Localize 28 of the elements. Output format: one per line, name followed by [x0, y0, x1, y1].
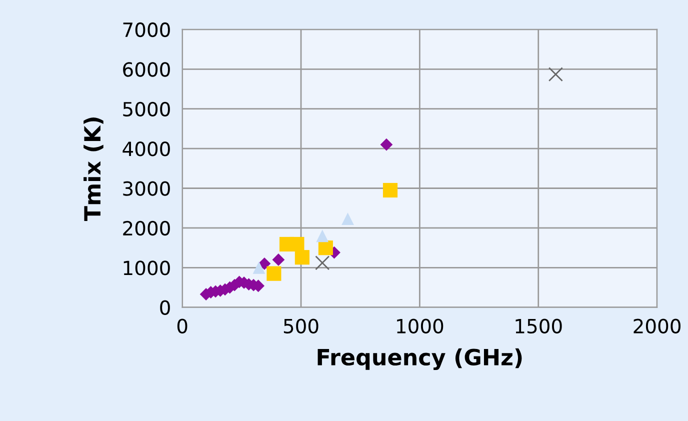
point — [380, 138, 393, 151]
point — [294, 250, 310, 265]
x-tick-label: 1500 — [516, 318, 562, 334]
point — [548, 67, 563, 82]
y-tick-label: 2000 — [123, 220, 170, 236]
y-tick-label: 4000 — [122, 142, 170, 156]
point — [290, 236, 304, 252]
point — [316, 230, 329, 242]
x-tick-label: 500 — [284, 318, 318, 334]
point — [382, 182, 398, 198]
y-tick-label: 1000 — [124, 260, 170, 276]
y-tick-label: 7000 — [123, 22, 170, 38]
y-axis-title: Tmix (K) — [84, 118, 104, 222]
y-tick-label: 6000 — [123, 62, 170, 77]
x-tick-label: 0 — [177, 318, 188, 334]
x-tick-label: 2000 — [634, 318, 680, 334]
x-tick-label: 1000 — [397, 318, 444, 334]
point — [272, 253, 285, 266]
point — [266, 266, 282, 281]
point — [342, 212, 354, 226]
y-tick-label: 5000 — [123, 102, 170, 117]
point — [318, 240, 333, 256]
y-tick-label: 3000 — [123, 181, 170, 196]
x-axis-title: Frequency (GHz) — [318, 348, 522, 370]
point — [258, 257, 271, 270]
y-tick-label: 0 — [160, 300, 170, 315]
point — [252, 261, 266, 274]
point — [315, 256, 330, 270]
